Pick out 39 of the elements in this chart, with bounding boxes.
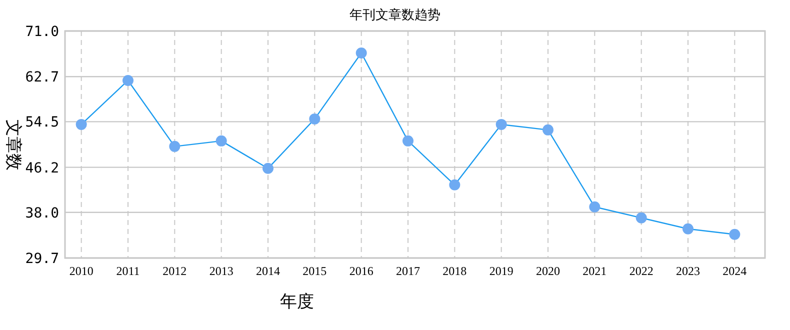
point — [402, 135, 414, 146]
y-tick-label: 29.7 — [25, 251, 59, 267]
x-tick-label: 2019 — [489, 264, 514, 278]
point — [76, 118, 87, 130]
x-tick-label: 2012 — [162, 264, 187, 278]
x-tick-label: 2017 — [396, 264, 420, 278]
x-tick-label: 2024 — [722, 264, 747, 278]
point — [216, 135, 227, 146]
x-tick-label: 2020 — [536, 264, 560, 278]
y-tick-label: 54.5 — [25, 114, 59, 131]
x-tick-label: 2021 — [582, 264, 607, 278]
x-tick-label: 2022 — [629, 264, 654, 278]
point — [729, 228, 740, 240]
point — [449, 179, 460, 190]
x-tick-label: 2010 — [69, 264, 94, 278]
x-tick-label: 2013 — [209, 264, 234, 278]
point — [262, 162, 274, 174]
y-axis-title: 文章数 — [4, 120, 23, 170]
chart-title: 年刊文章数趋势 — [350, 7, 440, 22]
point — [636, 212, 647, 224]
point — [496, 118, 507, 130]
point — [122, 74, 134, 86]
y-tick-label: 71.0 — [25, 24, 59, 40]
y-tick-label: 62.7 — [25, 70, 59, 86]
x-tick-label: 2011 — [116, 264, 140, 278]
point — [169, 140, 180, 152]
x-axis-title: 年度 — [280, 292, 314, 311]
x-tick-label: 2016 — [349, 264, 374, 278]
y-tick-label: 38.0 — [25, 205, 59, 222]
x-tick-label: 2018 — [442, 264, 467, 278]
x-tick-label: 2014 — [256, 264, 280, 278]
x-tick-label: 2023 — [676, 264, 700, 278]
y-tick-label: 46.2 — [25, 160, 59, 176]
point — [542, 124, 554, 136]
x-tick-label: 2015 — [302, 264, 327, 278]
point — [309, 113, 320, 124]
point — [356, 47, 367, 58]
point — [589, 201, 600, 212]
point — [682, 223, 694, 234]
